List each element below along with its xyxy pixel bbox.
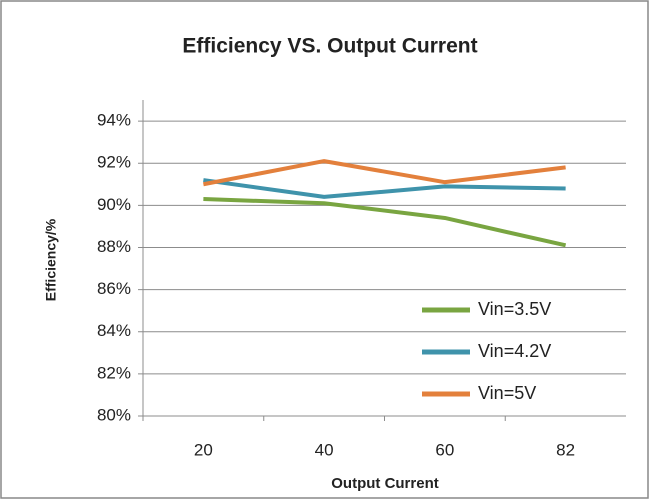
y-tick-label: 80% bbox=[97, 405, 131, 424]
y-tick-label: 86% bbox=[97, 279, 131, 298]
y-tick-label: 84% bbox=[97, 321, 131, 340]
y-axis-label: Efficiency/% bbox=[43, 218, 59, 301]
line-series bbox=[203, 178, 566, 199]
y-tick-label: 90% bbox=[97, 195, 131, 214]
y-tick-label: 94% bbox=[97, 111, 131, 130]
legend-label: Vin=4.2V bbox=[478, 341, 551, 361]
chart-title: Efficiency VS. Output Current bbox=[182, 35, 477, 58]
legend-label: Vin=5V bbox=[478, 383, 536, 403]
legend-label: Vin=3.5V bbox=[478, 299, 551, 319]
x-tick-label: 82 bbox=[556, 440, 575, 459]
x-tick-label: 40 bbox=[315, 440, 334, 459]
line-series bbox=[202, 159, 566, 187]
x-tick-label: 60 bbox=[435, 440, 454, 459]
line-series bbox=[203, 197, 567, 248]
y-tick-label: 88% bbox=[97, 237, 131, 256]
y-tick-label: 92% bbox=[97, 153, 131, 172]
x-axis-label: Output Current bbox=[331, 475, 438, 492]
x-tick-label: 20 bbox=[194, 440, 213, 459]
y-tick-label: 82% bbox=[97, 363, 131, 382]
